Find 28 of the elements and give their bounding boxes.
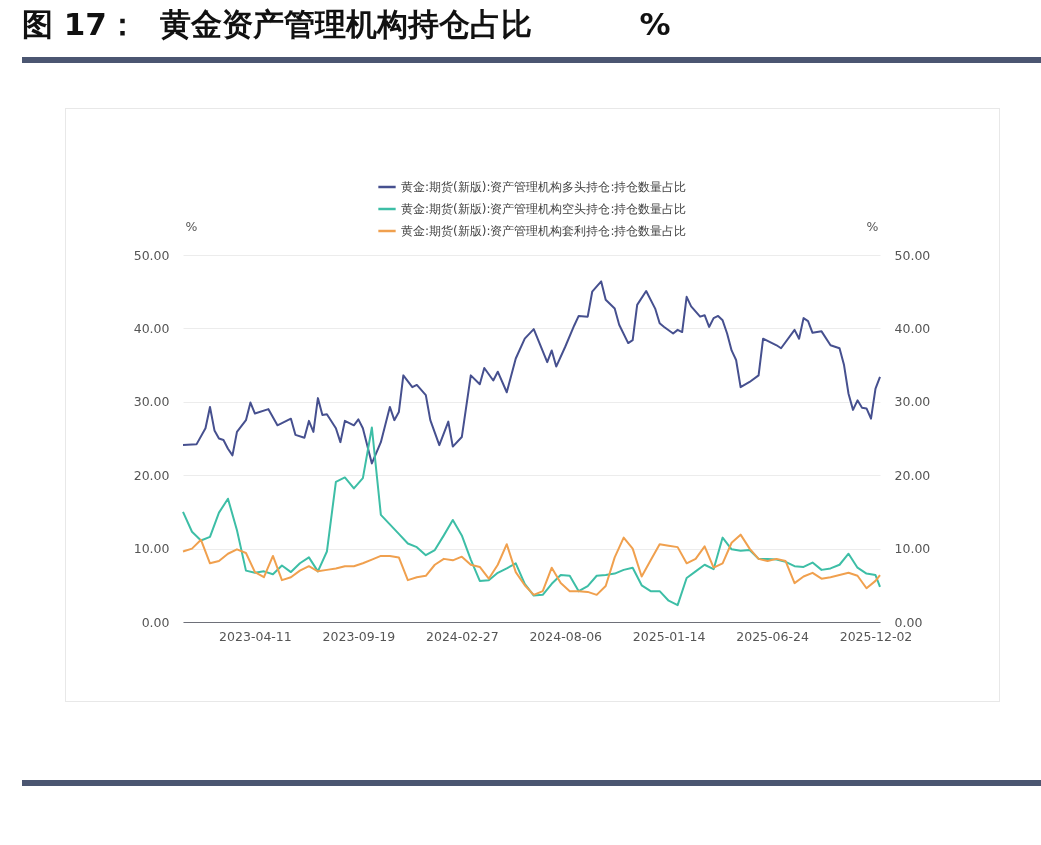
y-axis-title: %	[185, 218, 198, 234]
y-tick-label: 20.00	[133, 467, 170, 483]
y-tick-label: 40.00	[133, 320, 170, 336]
x-tick-label: 2023-04-11	[219, 628, 292, 644]
legend-label: 黄金:期货(新版):资产管理机构多头持仓:持仓数量占比	[401, 180, 687, 194]
x-tick-label: 2025-01-14	[632, 628, 706, 644]
y-tick-label: 0.00	[141, 614, 170, 630]
y-tick-label: 10.00	[133, 541, 170, 557]
legend-label: 黄金:期货(新版):资产管理机构套利持仓:持仓数量占比	[401, 224, 687, 238]
x-tick-label: 2024-08-06	[529, 628, 603, 644]
y-tick-label: 30.00	[133, 394, 170, 410]
y2-tick-label: 30.00	[894, 394, 931, 410]
y2-tick-label: 0.00	[894, 614, 923, 630]
line-series	[182, 533, 881, 596]
y2-tick-label: 10.00	[894, 541, 931, 557]
y-tick-label: 50.00	[133, 247, 170, 263]
y2-axis-title: %	[866, 218, 879, 234]
y2-tick-label: 20.00	[894, 467, 931, 483]
y2-tick-label: 50.00	[894, 247, 931, 263]
legend-label: 黄金:期货(新版):资产管理机构空头持仓:持仓数量占比	[401, 202, 687, 216]
x-tick-label: 2025-12-02	[839, 628, 913, 644]
x-tick-label: 2025-06-24	[736, 628, 809, 644]
y2-tick-label: 40.00	[894, 320, 931, 336]
x-tick-label: 2023-09-19	[322, 628, 396, 644]
x-tick-label: 2024-02-27	[425, 628, 499, 644]
line-series	[182, 280, 881, 465]
chart-title: 图 17： 黄金资产管理机构持仓占比 %	[22, 5, 671, 44]
line-series	[182, 426, 881, 607]
